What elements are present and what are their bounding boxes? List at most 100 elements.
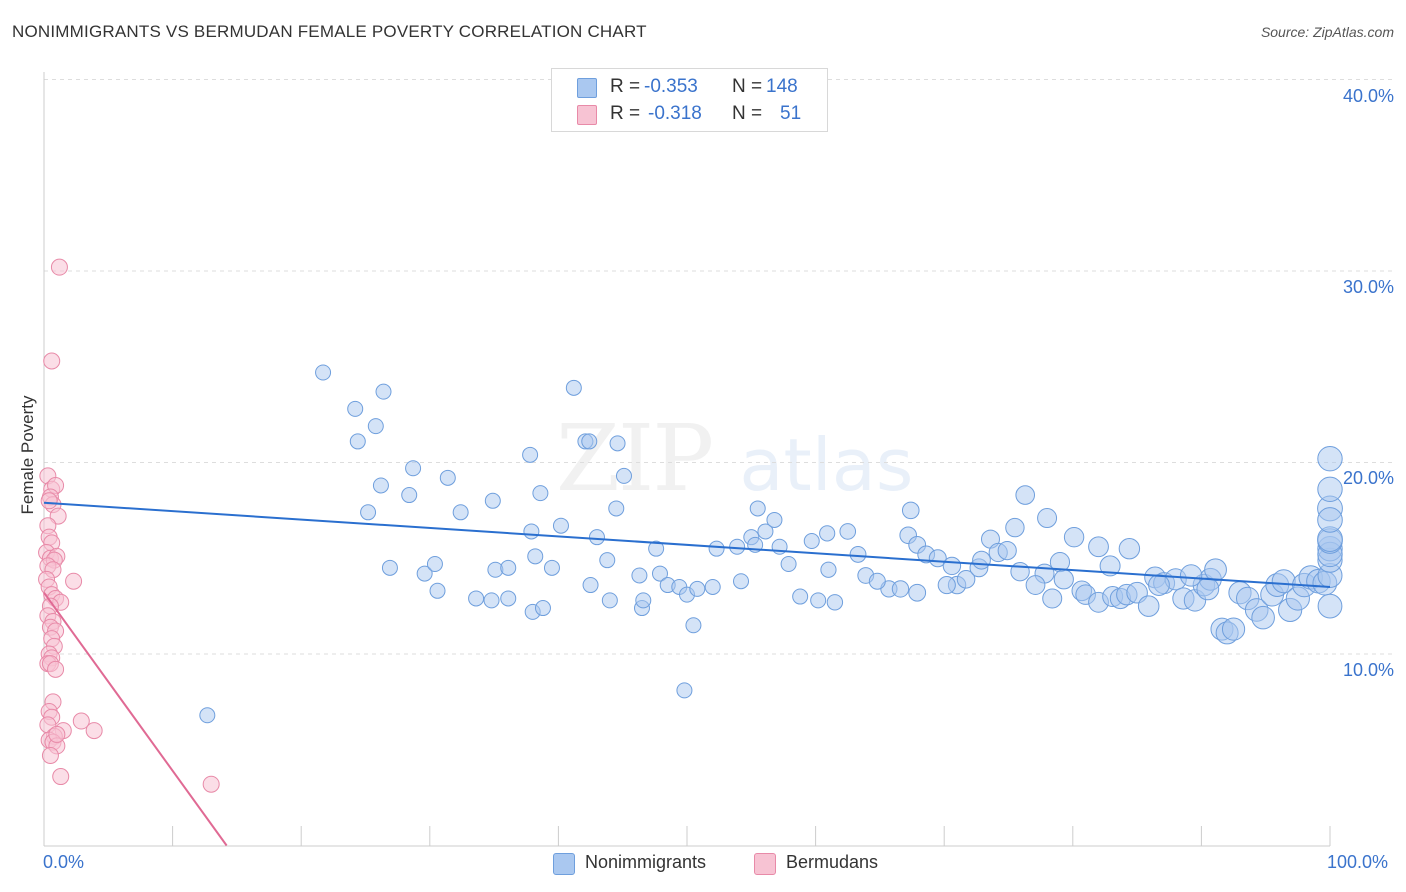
bermudans-point — [48, 725, 66, 743]
correlation-legend: R = -0.353 N = 148 R = -0.318 N = 51 — [551, 68, 828, 132]
nonimmigrants-point — [581, 433, 598, 450]
nonimmigrants-point — [534, 600, 551, 617]
nonimmigrants-point — [1118, 537, 1141, 560]
bermudans-point — [85, 722, 103, 740]
nonimmigrants-point — [375, 383, 392, 400]
bermudans-point — [41, 746, 59, 764]
nonimmigrants-point — [1088, 536, 1109, 558]
nonimmigrants-point — [1053, 569, 1074, 590]
nonimmigrants-point — [676, 682, 693, 699]
legend-n-value: 148 — [766, 76, 798, 97]
nonimmigrants-point — [426, 555, 443, 572]
bottom-legend-label: Nonimmigrants — [585, 852, 707, 872]
bottom-legend-swatch-pink — [754, 853, 776, 875]
nonimmigrants-point — [820, 561, 837, 578]
nonimmigrants-point — [599, 552, 616, 569]
nonimmigrants-point — [1317, 593, 1343, 619]
nonimmigrants-point — [615, 467, 632, 484]
nonimmigrants-point — [347, 400, 364, 417]
bermudans-point — [202, 775, 220, 793]
chart-source: Source: ZipAtlas.com — [1260, 24, 1394, 40]
nonimmigrants-point — [484, 492, 501, 509]
bermudans-point — [47, 660, 65, 678]
nonimmigrants-point — [360, 504, 377, 521]
nonimmigrants-point — [401, 487, 418, 504]
nonimmigrants-point — [1025, 575, 1046, 595]
y-tick-label-20: 20.0% — [1342, 468, 1394, 488]
nonimmigrants-point — [452, 504, 469, 521]
watermark-zip: ZIP — [556, 405, 714, 512]
nonimmigrants-point — [608, 500, 625, 517]
nonimmigrants-point — [582, 577, 599, 594]
nonimmigrants-point — [381, 559, 398, 576]
bermudans-point — [65, 572, 83, 590]
nonimmigrants-point — [1137, 595, 1160, 617]
legend-n-label: N = — [732, 76, 763, 97]
nonimmigrants-point — [601, 592, 618, 609]
x-tick-label-min: 0.0% — [43, 852, 85, 872]
legend-n-value: 51 — [780, 103, 802, 124]
nonimmigrants-point — [648, 540, 665, 557]
legend-swatch-pink — [577, 105, 597, 125]
nonimmigrants-point — [942, 556, 962, 576]
nonimmigrants-point — [1204, 558, 1227, 582]
nonimmigrants-point — [565, 379, 582, 396]
nonimmigrants-point — [522, 446, 539, 463]
nonimmigrants-point — [483, 592, 500, 609]
nonimmigrants-point — [937, 575, 956, 595]
watermark-atlas: atlas — [739, 423, 914, 507]
bermudans-point — [43, 352, 61, 370]
nonimmigrants-point — [552, 517, 569, 534]
bermudans-point — [40, 492, 58, 510]
nonimmigrants-point — [708, 540, 725, 557]
legend-r-value: -0.318 — [648, 103, 702, 124]
nonimmigrants-point — [997, 540, 1017, 561]
nonimmigrants-point — [826, 594, 844, 611]
bermudans-point — [72, 712, 90, 730]
nonimmigrants-point — [1037, 508, 1058, 529]
chart-title: NONIMMIGRANTS VS BERMUDAN FEMALE POVERTY… — [12, 22, 647, 41]
nonimmigrants-point — [908, 583, 927, 602]
nonimmigrants-point — [780, 555, 797, 572]
nonimmigrants-point — [685, 617, 702, 634]
nonimmigrants-point — [849, 546, 867, 563]
nonimmigrants-point — [199, 707, 216, 724]
nonimmigrants-point — [766, 511, 783, 528]
nonimmigrants-point — [416, 565, 433, 582]
nonimmigrants-point — [405, 460, 422, 477]
nonimmigrants-point — [749, 500, 766, 517]
nonimmigrants-point — [527, 548, 544, 565]
nonimmigrants-point — [704, 578, 721, 595]
nonimmigrants-point — [349, 433, 366, 450]
y-tick-label-10: 10.0% — [1342, 660, 1394, 680]
nonimmigrants-point — [1042, 588, 1063, 609]
nonimmigrants-point — [868, 572, 886, 590]
nonimmigrants-point — [439, 469, 456, 486]
nonimmigrants-point — [1221, 617, 1246, 641]
nonimmigrants-point — [609, 435, 626, 452]
nonimmigrants-point — [429, 582, 446, 599]
nonimmigrants-point — [757, 523, 774, 540]
nonimmigrants-point — [635, 592, 652, 609]
nonimmigrants-point — [1010, 561, 1030, 582]
y-axis-label: Female Poverty — [18, 395, 37, 515]
legend-r-label: R = — [610, 103, 641, 124]
trend-lines — [43, 501, 1331, 847]
nonimmigrants-point — [956, 570, 976, 589]
bermudans-point — [50, 258, 68, 276]
nonimmigrants-point — [523, 523, 540, 540]
nonimmigrants-point — [729, 538, 746, 555]
nonimmigrants-points — [199, 364, 1343, 724]
nonimmigrants-point — [372, 477, 389, 494]
nonimmigrants-point — [839, 523, 857, 540]
axes — [43, 72, 1331, 847]
nonimmigrants-point — [1179, 564, 1203, 587]
nonimmigrants-point — [901, 501, 920, 520]
nonimmigrants-point — [367, 418, 384, 435]
nonimmigrants-point — [1099, 555, 1121, 577]
nonimmigrants-point — [972, 550, 991, 570]
nonimmigrants-point — [651, 565, 668, 582]
legend-n-label: N = — [732, 103, 763, 124]
legend-swatch-blue — [577, 78, 597, 98]
